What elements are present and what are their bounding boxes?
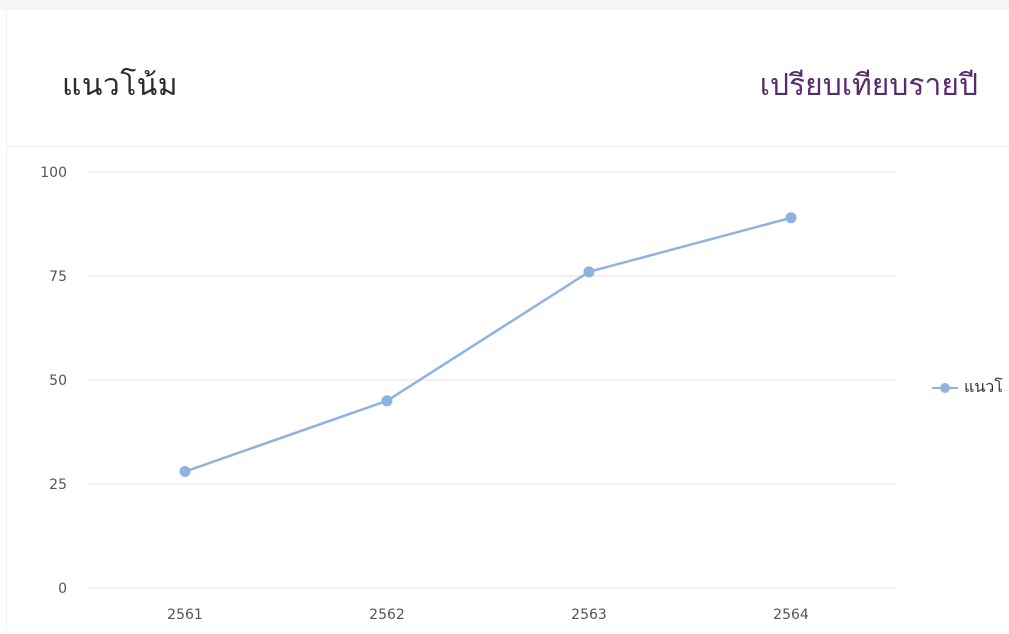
card-header: แนวโน้ม เปรียบเทียบรายปี bbox=[7, 10, 1009, 147]
x-tick-label: 2563 bbox=[571, 607, 607, 623]
x-tick-label: 2561 bbox=[167, 607, 203, 623]
legend-marker-icon bbox=[932, 382, 958, 394]
y-tick-label: 75 bbox=[49, 269, 67, 285]
x-tick-label: 2562 bbox=[369, 607, 405, 623]
legend[interactable]: แนวโ bbox=[932, 375, 1003, 400]
y-tick-label: 50 bbox=[49, 373, 67, 389]
card-title: แนวโน้ม bbox=[62, 68, 179, 103]
x-axis-ticks: 2561 2562 2563 2564 bbox=[167, 607, 809, 623]
data-point[interactable] bbox=[179, 466, 191, 478]
y-tick-label: 25 bbox=[49, 477, 67, 493]
y-axis-ticks: 0 25 50 75 100 bbox=[40, 165, 67, 597]
trend-card: แนวโน้ม เปรียบเทียบรายปี 0 25 50 75 100 2561… bbox=[6, 10, 1009, 630]
compare-yearly-link[interactable]: เปรียบเทียบรายปี bbox=[759, 68, 978, 103]
data-point[interactable] bbox=[583, 266, 595, 278]
data-points bbox=[179, 212, 797, 478]
top-strip bbox=[0, 0, 1009, 10]
series-line bbox=[184, 216, 792, 473]
grid-lines bbox=[87, 171, 897, 589]
line-chart: 0 25 50 75 100 2561 2562 2563 2564 bbox=[40, 165, 897, 623]
data-point[interactable] bbox=[785, 212, 797, 224]
y-tick-label: 100 bbox=[40, 165, 67, 181]
y-tick-label: 0 bbox=[58, 581, 67, 597]
data-point[interactable] bbox=[381, 395, 393, 407]
series-line-layer bbox=[184, 216, 792, 473]
chart-area: 0 25 50 75 100 2561 2562 2563 2564 แนวโ bbox=[7, 147, 1009, 630]
x-tick-label: 2564 bbox=[773, 607, 809, 623]
legend-label: แนวโ bbox=[964, 377, 1003, 396]
